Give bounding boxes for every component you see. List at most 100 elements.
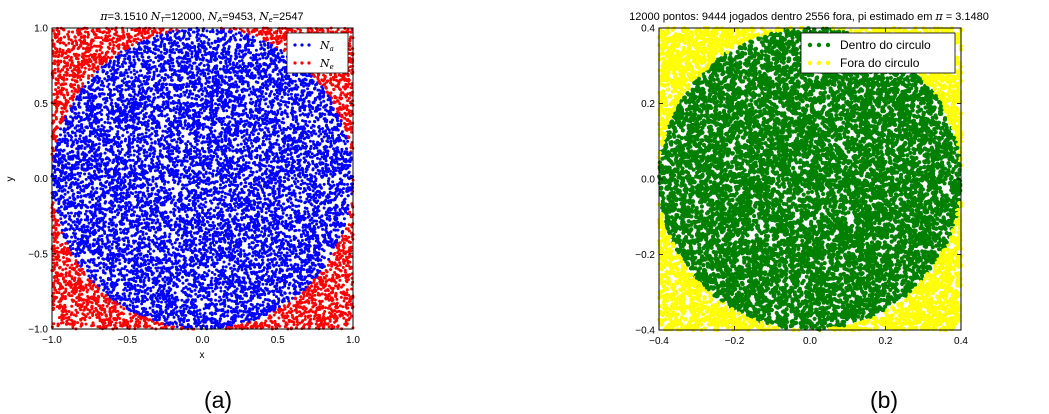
point-inside <box>233 73 237 77</box>
point-inside <box>294 83 298 87</box>
point-outside <box>52 303 56 307</box>
point-inside <box>219 221 223 225</box>
point-inside <box>243 148 247 152</box>
point-inside <box>242 145 246 149</box>
point-inside <box>314 171 318 175</box>
point-outside <box>52 322 56 326</box>
point-inside <box>215 227 219 231</box>
point-inside <box>111 207 114 211</box>
point-outside <box>338 102 342 106</box>
point-inside <box>59 133 62 137</box>
point-inside <box>177 146 181 150</box>
point-inside <box>293 263 297 266</box>
point-inside <box>209 207 213 211</box>
point-inside <box>165 88 169 92</box>
point-inside <box>280 251 283 255</box>
point-inside <box>246 83 250 87</box>
point-inside <box>210 271 214 274</box>
point-outside <box>349 30 353 34</box>
point-inside <box>341 191 345 194</box>
point-inside <box>259 43 263 47</box>
point-inside <box>73 126 77 130</box>
point-inside <box>237 314 240 318</box>
point-inside <box>224 135 228 139</box>
point-inside <box>101 257 105 261</box>
point-inside <box>223 158 227 162</box>
point-inside <box>175 140 179 144</box>
point-inside <box>198 176 201 180</box>
point-outside <box>94 306 98 310</box>
point-outside <box>70 304 74 308</box>
point-inside <box>85 125 89 129</box>
point-inside <box>132 134 136 138</box>
point-inside <box>243 142 247 146</box>
point-inside <box>273 93 276 96</box>
point-inside <box>133 149 136 153</box>
point-inside <box>234 51 237 55</box>
point-inside <box>153 65 157 68</box>
point-inside <box>298 113 302 117</box>
point-inside <box>197 290 201 294</box>
point-inside <box>95 70 99 74</box>
point-inside <box>319 101 323 105</box>
point-inside <box>134 97 138 101</box>
point-inside <box>132 153 136 157</box>
point-inside <box>251 35 255 39</box>
point-inside <box>239 34 243 38</box>
point-outside <box>307 296 311 300</box>
point-inside <box>230 236 234 240</box>
point-inside <box>175 325 179 329</box>
point-inside <box>242 249 246 253</box>
point-inside <box>247 188 251 192</box>
point-inside <box>158 149 162 153</box>
point-inside <box>224 139 228 143</box>
point-inside <box>317 247 321 251</box>
point-inside <box>204 227 208 231</box>
point-outside <box>344 312 347 316</box>
point-outside <box>333 271 337 274</box>
point-inside <box>230 116 234 120</box>
point-outside <box>81 52 85 56</box>
point-inside <box>132 95 136 99</box>
point-inside <box>123 139 127 143</box>
point-inside <box>211 221 215 224</box>
point-inside <box>235 148 239 152</box>
point-inside <box>92 280 96 284</box>
point-inside <box>300 239 304 242</box>
point-outside <box>340 234 344 238</box>
point-inside <box>260 209 264 213</box>
point-inside <box>272 293 276 297</box>
point-inside <box>136 140 139 143</box>
point-inside <box>235 212 239 216</box>
point-inside <box>239 248 243 252</box>
point-inside <box>160 105 164 109</box>
point-inside <box>184 314 188 317</box>
point-inside <box>123 57 127 61</box>
point-inside <box>333 208 337 212</box>
point-outside <box>86 312 90 316</box>
point-inside <box>157 166 161 170</box>
point-inside <box>171 187 175 191</box>
point-inside <box>132 55 136 59</box>
point-inside <box>242 223 246 227</box>
point-inside <box>103 120 107 124</box>
point-inside <box>303 108 307 112</box>
point-inside <box>350 192 354 196</box>
point-inside <box>110 98 114 102</box>
point-inside <box>95 186 99 190</box>
point-inside <box>112 93 116 96</box>
point-inside <box>121 134 125 138</box>
point-outside <box>311 301 315 305</box>
point-inside <box>209 279 213 283</box>
point-inside <box>74 212 78 215</box>
point-inside <box>281 285 285 289</box>
point-outside <box>88 316 92 320</box>
point-inside <box>156 289 160 293</box>
point-inside <box>234 204 237 208</box>
point-inside <box>107 65 111 69</box>
point-inside <box>154 266 158 270</box>
point-inside <box>236 143 240 147</box>
point-outside <box>52 92 56 96</box>
point-outside <box>347 96 351 100</box>
